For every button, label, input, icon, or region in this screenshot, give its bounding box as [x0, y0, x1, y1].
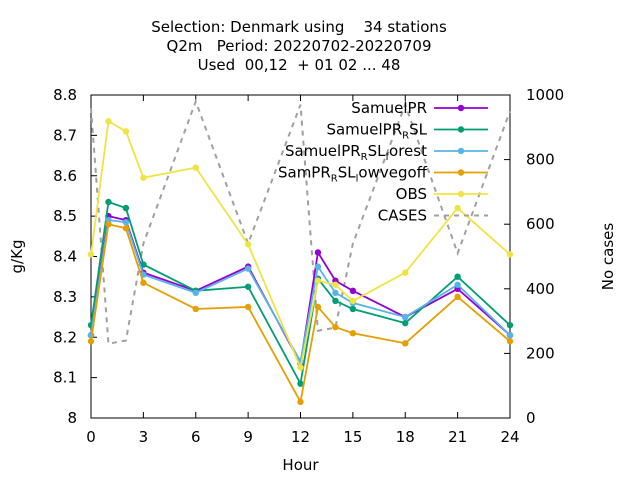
legend-marker: [457, 169, 465, 176]
y2-tick-label: 400: [526, 280, 555, 298]
data-point: [314, 303, 322, 311]
data-point: [87, 251, 95, 258]
data-point: [332, 323, 339, 331]
legend: SamuelPR SamuelPRRSLSamuelPRRSLforestSamP…: [278, 99, 488, 225]
data-point: [454, 204, 461, 212]
y-tick-label: 8: [67, 409, 77, 427]
legend-label: CASES: [378, 207, 427, 225]
data-point: [314, 263, 322, 270]
data-point: [506, 321, 514, 329]
x-tick-label: 6: [191, 428, 201, 446]
data-point: [140, 174, 147, 181]
data-point: [244, 241, 252, 248]
data-point: [402, 313, 409, 321]
y-tick-label: 8.7: [53, 126, 77, 144]
legend-label: SamuelPR: [351, 99, 427, 117]
series-lines: [87, 98, 514, 406]
x-tick-label: 12: [291, 428, 310, 446]
series-line: [90, 219, 511, 365]
series-line: [90, 223, 511, 405]
x-axis-label: Hour: [282, 456, 319, 474]
data-point: [244, 265, 252, 272]
y2-tick-label: 600: [526, 215, 555, 233]
y-tick-label: 8.6: [53, 167, 77, 185]
data-point: [192, 305, 199, 313]
data-point: [244, 283, 252, 290]
data-point: [140, 279, 147, 286]
legend-label: SamuelPRRSL: [326, 121, 427, 142]
data-point: [454, 293, 461, 301]
x-tick-label: 9: [243, 428, 253, 446]
chart-title: Selection: Denmark using 34 stationsQ2m …: [151, 18, 447, 74]
title-line: Used 00,12 + 01 02 ... 48: [198, 56, 401, 74]
data-point: [122, 218, 130, 226]
legend-marker: [457, 104, 465, 112]
y-axis-label: g/Kg: [8, 240, 26, 274]
x-tick-label: 18: [396, 428, 415, 446]
data-point: [402, 269, 409, 276]
legend-marker: [457, 147, 465, 155]
series-line: [90, 200, 511, 387]
legend-label: SamPRRSLlowvegoff: [278, 164, 428, 185]
data-point: [349, 305, 357, 313]
data-point: [192, 164, 199, 171]
data-point: [332, 289, 339, 297]
data-point: [297, 398, 304, 406]
x-tick-label: 21: [448, 428, 467, 446]
data-point: [314, 277, 322, 284]
data-point: [122, 225, 130, 232]
axis-ticks: 0 3 6 9 12 15 18 21 24 8 8.1 8.2 8.3 8.4 8.5 8.6 8.7 8.8 0…: [53, 86, 564, 446]
y2-tick-label: 200: [526, 344, 555, 362]
data-point: [244, 303, 252, 311]
series-line: [90, 98, 511, 345]
data-point: [349, 297, 357, 305]
data-point: [506, 338, 514, 345]
data-point: [122, 204, 130, 212]
data-point: [349, 330, 357, 337]
data-point: [122, 128, 130, 135]
title-line: Q2m Period: 20220702-20220709: [167, 37, 432, 55]
x-tick-label: 3: [139, 428, 149, 446]
data-point: [192, 289, 199, 297]
legend-marker: [457, 190, 465, 198]
data-point: [332, 281, 339, 288]
y2-tick-label: 1000: [526, 86, 564, 104]
y-tick-label: 8.8: [53, 86, 77, 104]
data-point: [297, 364, 304, 371]
y-tick-label: 8.1: [53, 369, 77, 387]
y-tick-label: 8.4: [53, 248, 77, 266]
data-point: [140, 261, 147, 268]
data-point: [454, 281, 461, 288]
legend-label: OBS: [396, 185, 427, 203]
x-tick-label: 0: [86, 428, 96, 446]
legend-marker: [457, 126, 465, 133]
data-point: [314, 249, 322, 256]
data-point: [105, 198, 112, 206]
data-point: [87, 338, 95, 345]
data-point: [105, 221, 112, 228]
y2-tick-label: 0: [526, 409, 536, 427]
y-tick-label: 8.2: [53, 328, 77, 346]
y2-axis-label: No cases: [599, 223, 617, 291]
data-point: [297, 380, 304, 387]
data-point: [506, 251, 514, 258]
data-point: [402, 319, 409, 327]
data-point: [506, 332, 514, 339]
data-point: [454, 273, 461, 280]
data-point: [105, 118, 112, 125]
y-tick-label: 8.5: [53, 207, 77, 225]
title-line: Selection: Denmark using 34 stations: [151, 18, 447, 36]
legend-label: SamuelPRRSLforest: [285, 142, 427, 163]
data-point: [402, 340, 409, 347]
y-tick-label: 8.3: [53, 288, 77, 306]
x-tick-label: 24: [500, 428, 519, 446]
data-point: [332, 297, 339, 305]
y2-tick-label: 800: [526, 151, 555, 169]
series-line: [90, 215, 511, 367]
x-tick-label: 15: [343, 428, 362, 446]
data-point: [349, 287, 357, 295]
